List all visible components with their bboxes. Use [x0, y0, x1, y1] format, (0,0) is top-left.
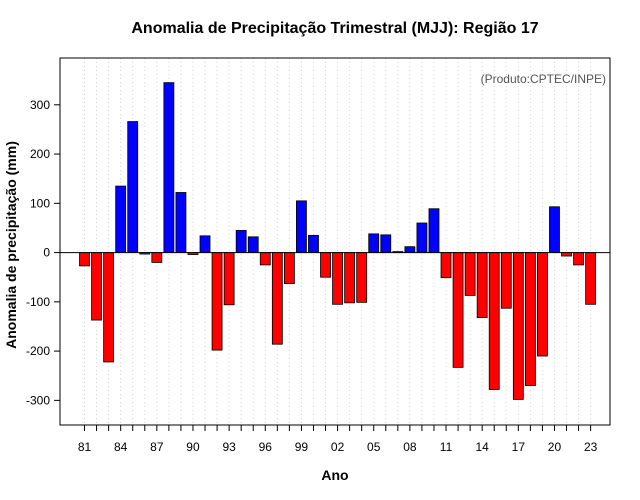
x-tick-label: 14	[475, 440, 489, 454]
x-tick-label: 93	[222, 440, 236, 454]
bar-2002	[332, 252, 343, 305]
x-axis: 81 84 87 90 93 96 99 02 05 08 11 14 17 20 23	[78, 425, 598, 454]
bar-2017	[512, 252, 524, 400]
bar-2015	[488, 252, 500, 390]
bar-1991	[199, 235, 211, 253]
bar-2004	[356, 252, 368, 303]
y-tick-label: -300	[26, 393, 50, 407]
bar-2005	[368, 233, 380, 253]
x-tick-label: 84	[114, 440, 128, 454]
bar-2020	[549, 206, 560, 253]
bar-1992	[211, 252, 223, 351]
bar-2018	[524, 252, 536, 386]
x-tick-label: 96	[259, 440, 273, 454]
bar-2000	[308, 234, 319, 253]
bar-2014	[476, 252, 488, 319]
source-annotation: (Produto:CPTEC/INPE)	[481, 72, 606, 86]
bar-1998	[283, 252, 295, 285]
bar-1999	[296, 200, 307, 253]
bar-2019	[537, 252, 548, 357]
bar-2021	[561, 252, 572, 257]
bar-1995	[247, 236, 259, 253]
x-tick-label: 20	[548, 440, 562, 454]
x-tick-label: 02	[331, 440, 345, 454]
bar-2010	[428, 208, 440, 253]
y-tick-label: 0	[43, 246, 50, 260]
x-tick-label: 87	[150, 440, 164, 454]
x-axis-label: Ano	[321, 467, 349, 483]
bar-2013	[464, 252, 476, 296]
bar-1984	[115, 185, 127, 253]
bar-2012	[452, 252, 464, 368]
bar-2011	[440, 252, 452, 279]
y-tick-label: 300	[30, 98, 50, 112]
bar-2008	[404, 246, 416, 253]
x-tick-label: 90	[186, 440, 200, 454]
bar-1983	[103, 252, 115, 363]
chart-title: Anomalia de Precipitação Trimestral (MJJ…	[131, 20, 539, 37]
y-tick-label: -100	[26, 295, 50, 309]
x-tick-label: 05	[367, 440, 381, 454]
bar-1996	[259, 252, 271, 266]
plot-frame	[59, 57, 611, 426]
bar-1981	[79, 252, 90, 267]
bar-1982	[91, 252, 102, 321]
bar-1987	[151, 252, 163, 263]
y-axis: -300 -200 -100 0 100 200 300	[26, 98, 60, 407]
bar-2003	[344, 252, 356, 304]
x-tick-label: 23	[584, 440, 598, 454]
x-tick-label: 81	[78, 440, 92, 454]
bar-1985	[127, 121, 139, 253]
x-tick-label: 17	[512, 440, 526, 454]
x-tick-label: 11	[440, 440, 453, 454]
x-tick-label: 99	[295, 440, 309, 454]
bar-2022	[573, 252, 584, 266]
bar-2016	[500, 252, 512, 309]
bar-1994	[235, 230, 247, 253]
bar-1988	[163, 82, 175, 253]
bar-1989	[175, 192, 187, 253]
bar-2001	[320, 252, 331, 278]
y-tick-label: 100	[30, 196, 50, 210]
bar-2023	[585, 252, 597, 305]
y-tick-label: -200	[26, 344, 50, 358]
bar-2006	[380, 234, 392, 253]
y-tick-label: 200	[30, 147, 50, 161]
bar-2009	[416, 222, 428, 253]
x-tick-label: 08	[403, 440, 417, 454]
bar-1993	[223, 252, 235, 306]
bar-1997	[271, 252, 283, 345]
